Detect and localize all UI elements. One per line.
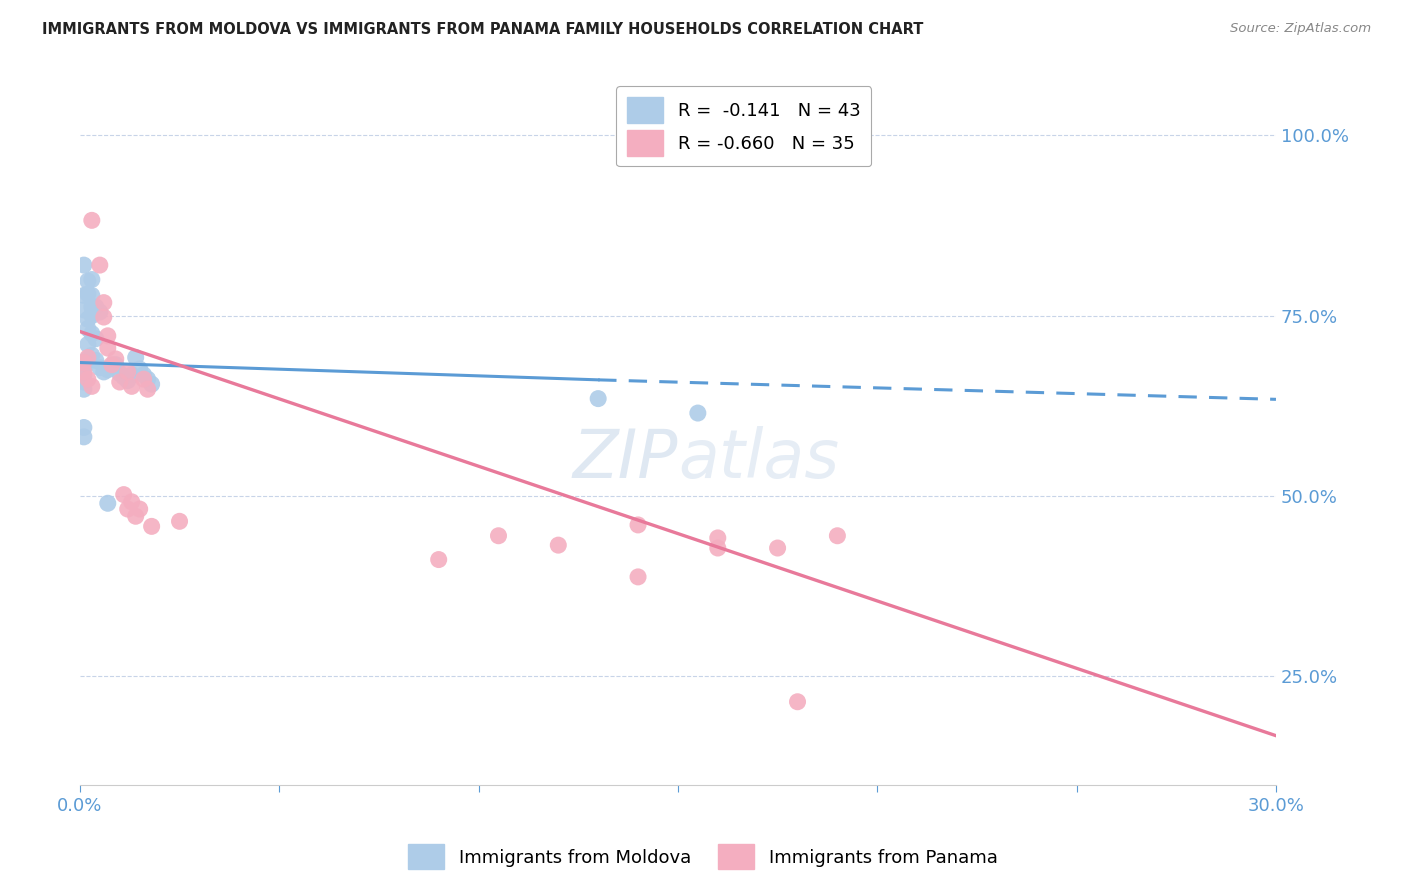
- Point: [108, 375, 131, 389]
- Text: ZIP: ZIP: [572, 426, 678, 492]
- Point: [76, 351, 98, 365]
- Point: [488, 529, 510, 543]
- Point: [786, 695, 808, 709]
- Point: [73, 302, 96, 317]
- Point: [89, 360, 111, 375]
- Point: [73, 430, 96, 444]
- Point: [707, 531, 730, 545]
- Point: [73, 420, 96, 434]
- Point: [125, 509, 148, 524]
- Text: atlas: atlas: [678, 426, 839, 492]
- Point: [627, 517, 650, 532]
- Point: [76, 312, 98, 326]
- Point: [80, 272, 103, 286]
- Point: [76, 351, 98, 366]
- Point: [97, 328, 120, 343]
- Point: [121, 368, 143, 382]
- Point: [128, 362, 150, 376]
- Point: [93, 295, 115, 310]
- Point: [73, 355, 96, 369]
- Point: [93, 310, 115, 324]
- Point: [76, 287, 98, 301]
- Point: [132, 368, 155, 382]
- Point: [97, 363, 120, 377]
- Point: [125, 351, 148, 365]
- Point: [128, 502, 150, 516]
- Point: [100, 358, 122, 372]
- Text: Source: ZipAtlas.com: Source: ZipAtlas.com: [1230, 22, 1371, 36]
- Point: [80, 213, 103, 227]
- Point: [76, 274, 98, 288]
- Point: [73, 375, 96, 389]
- Point: [73, 382, 96, 396]
- Point: [117, 374, 139, 388]
- Point: [84, 353, 107, 368]
- Point: [80, 348, 103, 362]
- Point: [169, 514, 191, 528]
- Text: IMMIGRANTS FROM MOLDOVA VS IMMIGRANTS FROM PANAMA FAMILY HOUSEHOLDS CORRELATION : IMMIGRANTS FROM MOLDOVA VS IMMIGRANTS FR…: [42, 22, 924, 37]
- Point: [627, 570, 650, 584]
- Point: [141, 519, 163, 533]
- Point: [73, 355, 96, 369]
- Point: [97, 341, 120, 355]
- Point: [112, 487, 135, 501]
- Point: [97, 496, 120, 510]
- Point: [108, 367, 131, 381]
- Point: [117, 365, 139, 379]
- Point: [112, 370, 135, 384]
- Point: [89, 305, 111, 319]
- Point: [84, 332, 107, 346]
- Point: [73, 258, 96, 272]
- Point: [141, 377, 163, 392]
- Point: [707, 541, 730, 555]
- Point: [686, 406, 709, 420]
- Point: [100, 359, 122, 373]
- Point: [84, 300, 107, 314]
- Point: [73, 360, 96, 375]
- Point: [76, 372, 98, 386]
- Point: [73, 365, 96, 379]
- Point: [80, 379, 103, 393]
- Point: [80, 326, 103, 341]
- Point: [136, 372, 159, 386]
- Point: [121, 379, 143, 393]
- Point: [76, 321, 98, 335]
- Point: [80, 309, 103, 323]
- Point: [117, 502, 139, 516]
- Point: [132, 372, 155, 386]
- Point: [547, 538, 569, 552]
- Point: [121, 495, 143, 509]
- Point: [93, 365, 115, 379]
- Point: [427, 552, 450, 566]
- Legend: Immigrants from Moldova, Immigrants from Panama: Immigrants from Moldova, Immigrants from…: [399, 835, 1007, 879]
- Point: [73, 288, 96, 302]
- Point: [136, 382, 159, 396]
- Point: [586, 392, 609, 406]
- Point: [80, 288, 103, 302]
- Point: [73, 368, 96, 382]
- Point: [80, 300, 103, 314]
- Point: [89, 258, 111, 272]
- Point: [104, 351, 127, 366]
- Point: [827, 529, 849, 543]
- Point: [76, 337, 98, 351]
- Point: [104, 358, 127, 372]
- Point: [766, 541, 789, 555]
- Legend: R =  -0.141   N = 43, R = -0.660   N = 35: R = -0.141 N = 43, R = -0.660 N = 35: [616, 87, 872, 167]
